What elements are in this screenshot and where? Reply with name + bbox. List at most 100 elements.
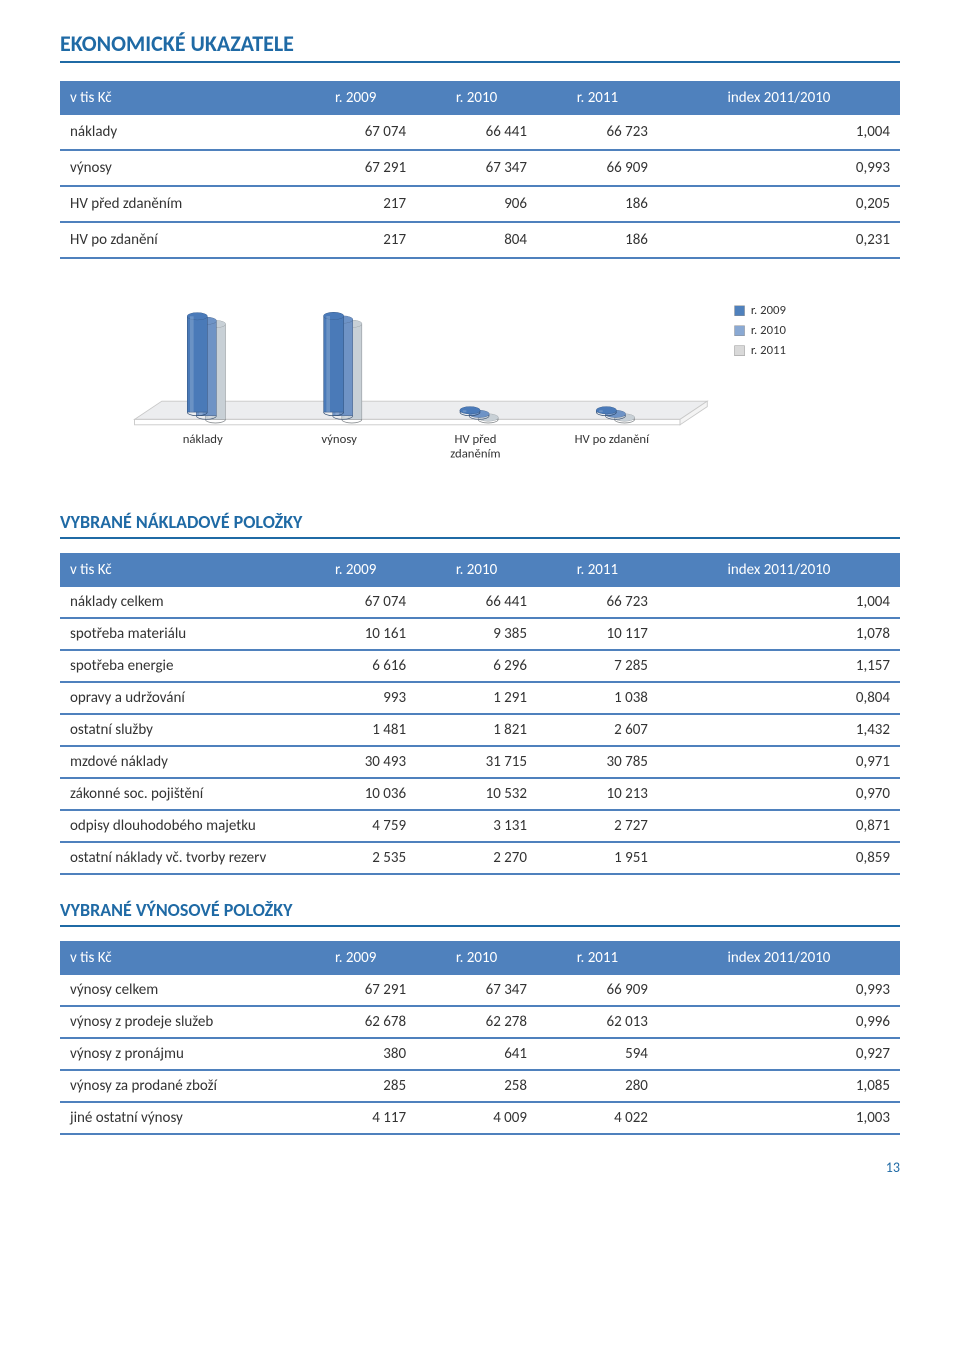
chart-category-label: náklady	[183, 432, 223, 447]
cell-value: 4 009	[416, 1102, 537, 1134]
col-header: r. 2011	[537, 553, 658, 587]
cell-value: 380	[295, 1038, 416, 1070]
cell-value: 4 759	[295, 810, 416, 842]
revenues-table: v tis Kč r. 2009 r. 2010 r. 2011 index 2…	[60, 941, 900, 1135]
table-row: jiné ostatní výnosy4 1174 0094 0221,003	[60, 1102, 900, 1134]
cell-value: 7 285	[537, 650, 658, 682]
cell-value: 217	[295, 186, 416, 222]
row-label: odpisy dlouhodobého majetku	[60, 810, 295, 842]
cell-value: 2 535	[295, 842, 416, 874]
table-row: ostatní náklady vč. tvorby rezerv2 5352 …	[60, 842, 900, 874]
cell-value: 258	[416, 1070, 537, 1102]
table-row: výnosy za prodané zboží2852582801,085	[60, 1070, 900, 1102]
cell-value: 641	[416, 1038, 537, 1070]
col-header: r. 2010	[416, 553, 537, 587]
col-header: r. 2011	[537, 941, 658, 975]
cell-value: 0,231	[658, 222, 900, 258]
col-header: index 2011/2010	[658, 941, 900, 975]
col-header: v tis Kč	[60, 941, 295, 975]
cell-value: 0,993	[658, 150, 900, 186]
row-label: výnosy	[60, 150, 295, 186]
cell-value: 10 213	[537, 778, 658, 810]
cell-value: 30 493	[295, 746, 416, 778]
cell-value: 1,085	[658, 1070, 900, 1102]
cell-value: 67 074	[295, 587, 416, 618]
cell-value: 0,993	[658, 975, 900, 1006]
cell-value: 1,004	[658, 115, 900, 150]
row-label: výnosy z pronájmu	[60, 1038, 295, 1070]
row-label: spotřeba energie	[60, 650, 295, 682]
legend-label: r. 2011	[751, 343, 786, 358]
col-header: v tis Kč	[60, 553, 295, 587]
legend-label: r. 2009	[751, 303, 787, 318]
cell-value: 10 036	[295, 778, 416, 810]
cell-value: 62 278	[416, 1006, 537, 1038]
table-row: ostatní služby1 4811 8212 6071,432	[60, 714, 900, 746]
legend-swatch	[735, 326, 745, 336]
table-header-row: v tis Kč r. 2009 r. 2010 r. 2011 index 2…	[60, 553, 900, 587]
cell-value: 186	[537, 222, 658, 258]
row-label: HV po zdanění	[60, 222, 295, 258]
cell-value: 285	[295, 1070, 416, 1102]
cell-value: 3 131	[416, 810, 537, 842]
chart-category-label: zdaněním	[450, 447, 500, 462]
table-row: zákonné soc. pojištění10 03610 53210 213…	[60, 778, 900, 810]
cell-value: 1 038	[537, 682, 658, 714]
row-label: výnosy z prodeje služeb	[60, 1006, 295, 1038]
row-label: výnosy za prodané zboží	[60, 1070, 295, 1102]
cell-value: 1 481	[295, 714, 416, 746]
row-label: zákonné soc. pojištění	[60, 778, 295, 810]
cell-value: 67 291	[295, 150, 416, 186]
cell-value: 280	[537, 1070, 658, 1102]
table-row: odpisy dlouhodobého majetku4 7593 1312 7…	[60, 810, 900, 842]
legend-swatch	[735, 346, 745, 356]
table-row: HV před zdaněním2179061860,205	[60, 186, 900, 222]
col-header: r. 2011	[537, 81, 658, 115]
cell-value: 0,996	[658, 1006, 900, 1038]
cell-value: 30 785	[537, 746, 658, 778]
table-row: mzdové náklady30 49331 71530 7850,971	[60, 746, 900, 778]
table-row: HV po zdanění2178041860,231	[60, 222, 900, 258]
row-label: spotřeba materiálu	[60, 618, 295, 650]
cell-value: 66 723	[537, 115, 658, 150]
costs-table: v tis Kč r. 2009 r. 2010 r. 2011 index 2…	[60, 553, 900, 875]
section-title-revenues: VYBRANÉ VÝNOSOVÉ POLOŽKY	[60, 899, 900, 927]
table-row: spotřeba materiálu10 1619 38510 1171,078	[60, 618, 900, 650]
cell-value: 10 117	[537, 618, 658, 650]
table-header-row: v tis Kč r. 2009 r. 2010 r. 2011 index 2…	[60, 81, 900, 115]
cell-value: 4 117	[295, 1102, 416, 1134]
cell-value: 0,205	[658, 186, 900, 222]
cell-value: 62 678	[295, 1006, 416, 1038]
cell-value: 0,871	[658, 810, 900, 842]
col-header: index 2011/2010	[658, 553, 900, 587]
cell-value: 1 291	[416, 682, 537, 714]
table-row: náklady celkem67 07466 44166 7231,004	[60, 587, 900, 618]
cell-value: 67 074	[295, 115, 416, 150]
cell-value: 1,432	[658, 714, 900, 746]
table-row: náklady67 07466 44166 7231,004	[60, 115, 900, 150]
chart-category-label: HV před	[454, 432, 496, 447]
legend-label: r. 2010	[751, 323, 787, 338]
row-label: jiné ostatní výnosy	[60, 1102, 295, 1134]
cell-value: 9 385	[416, 618, 537, 650]
row-label: náklady celkem	[60, 587, 295, 618]
table-row: opravy a udržování9931 2911 0380,804	[60, 682, 900, 714]
bar-chart: nákladyvýnosyHV předzdaněnímHV po zdaněn…	[60, 283, 900, 487]
cell-value: 0,971	[658, 746, 900, 778]
cell-value: 66 723	[537, 587, 658, 618]
cell-value: 10 532	[416, 778, 537, 810]
cell-value: 6 296	[416, 650, 537, 682]
cell-value: 594	[537, 1038, 658, 1070]
cell-value: 62 013	[537, 1006, 658, 1038]
cell-value: 66 441	[416, 115, 537, 150]
cell-value: 1 951	[537, 842, 658, 874]
row-label: ostatní služby	[60, 714, 295, 746]
cell-value: 217	[295, 222, 416, 258]
cell-value: 0,970	[658, 778, 900, 810]
cell-value: 1,157	[658, 650, 900, 682]
page-title: EKONOMICKÉ UKAZATELE	[60, 30, 900, 63]
cell-value: 1,003	[658, 1102, 900, 1134]
cell-value: 67 347	[416, 975, 537, 1006]
chart-category-label: HV po zdanění	[575, 432, 650, 447]
legend-swatch	[735, 306, 745, 316]
